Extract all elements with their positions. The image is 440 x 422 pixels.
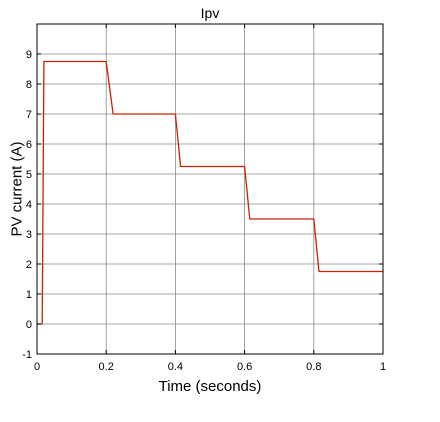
y-axis-label: PV current (A) [8,141,25,236]
y-tick-label: 6 [26,139,32,151]
x-axis-ticks: 0 0.2 0.4 0.6 0.8 1 [34,24,386,373]
x-tick-label: 1 [380,361,386,373]
y-tick-label: 5 [26,169,32,181]
x-tick-label: 0 [34,361,40,373]
y-tick-label: 0 [26,319,32,331]
series-layer [37,60,383,325]
y-tick-label: -1 [22,349,32,361]
y-tick-label: 1 [26,289,32,301]
y-tick-label: 8 [26,79,32,91]
y-tick-label: 3 [26,229,32,241]
y-tick-label: 9 [26,49,32,61]
y-tick-label: 2 [26,259,32,271]
y-tick-label: 7 [26,109,32,121]
x-axis-label: Time (seconds) [159,378,262,395]
grid-lines [37,24,383,355]
series-line-0 [37,60,383,325]
plot-border [36,23,384,355]
x-tick-label: 0.8 [306,361,321,373]
x-tick-label: 0.4 [168,361,183,373]
x-tick-label: 0.6 [237,361,252,373]
y-axis-ticks: -1 0 1 2 3 4 5 6 7 8 9 [22,49,383,361]
chart-title: Ipv [201,5,220,21]
plot-area [37,24,383,354]
y-tick-label: 4 [26,199,32,211]
x-tick-label: 0.2 [99,361,114,373]
